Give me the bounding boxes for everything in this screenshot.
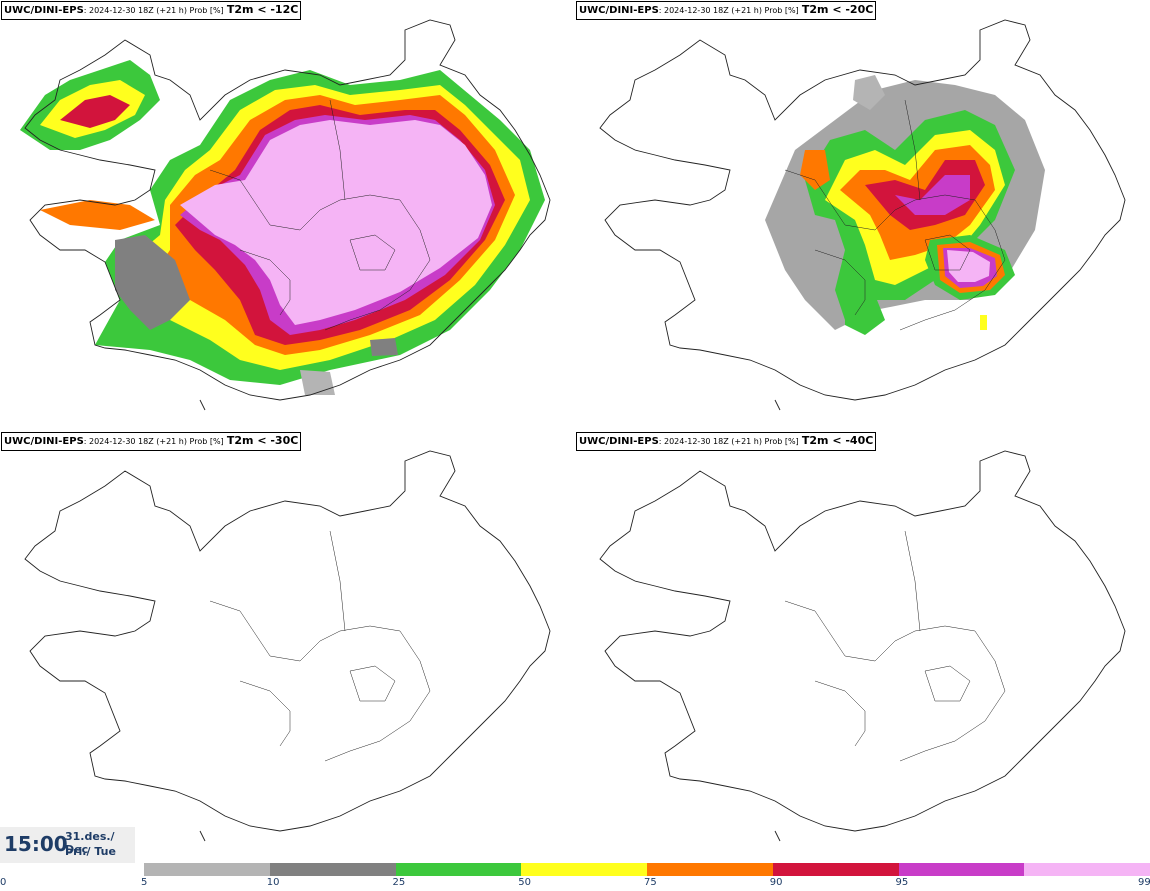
legend-tick: 90 [769, 877, 783, 888]
threshold-label: T2m < -20C [801, 3, 874, 16]
threshold-label: T2m < -40C [801, 434, 874, 447]
threshold-label: T2m < -12C [226, 3, 299, 16]
iceland-map-40c [599, 450, 1126, 842]
valid-time: 15:00 [4, 832, 68, 856]
panel-title: UWC/DINI-EPS: 2024-12-30 18Z (+21 h) Pro… [576, 432, 877, 451]
legend-tick: 95 [895, 877, 909, 888]
panel-title: UWC/DINI-EPS: 2024-12-30 18Z (+21 h) Pro… [1, 432, 302, 451]
model-name: UWC/DINI-EPS [579, 436, 659, 447]
legend-swatch-0 [144, 863, 270, 876]
legend-swatch-7 [1024, 863, 1150, 876]
legend-swatch-3 [521, 863, 647, 876]
legend-tick: 75 [644, 877, 657, 888]
legend-swatch-1 [269, 863, 396, 876]
legend-tick: 50 [518, 877, 531, 888]
valid-time-box: 15:00 31.des./ Dec Þri./ Tue [0, 827, 135, 863]
map-panel-40c: UWC/DINI-EPS: 2024-12-30 18Z (+21 h) Pro… [575, 431, 1150, 862]
map-panel-12c: UWC/DINI-EPS: 2024-12-30 18Z (+21 h) Pro… [0, 0, 575, 431]
model-name: UWC/DINI-EPS [4, 436, 84, 447]
legend-tick: 0 [0, 877, 7, 888]
model-name: UWC/DINI-EPS [579, 5, 659, 16]
iceland-map-30c [24, 450, 551, 842]
run-info: : 2024-12-30 18Z (+21 h) Prob [%] [83, 6, 224, 15]
run-info: : 2024-12-30 18Z (+21 h) Prob [%] [658, 6, 799, 15]
model-name: UWC/DINI-EPS [4, 5, 84, 16]
threshold-label: T2m < -30C [226, 434, 299, 447]
iceland-map-20c [599, 19, 1126, 411]
run-info: : 2024-12-30 18Z (+21 h) Prob [%] [83, 437, 224, 446]
map-panel-30c: UWC/DINI-EPS: 2024-12-30 18Z (+21 h) Pro… [0, 431, 575, 862]
panel-title: UWC/DINI-EPS: 2024-12-30 18Z (+21 h) Pro… [576, 1, 877, 20]
probability-legend: 0 5 10 25 50 75 90 95 99 [0, 860, 1150, 891]
iceland-map-12c [20, 19, 551, 411]
legend-swatch-2 [395, 863, 522, 876]
valid-date: 31.des./ Dec [65, 830, 115, 856]
legend-tick: 5 [141, 877, 148, 888]
legend-swatch-6 [898, 863, 1025, 876]
legend-tick: 99 [1138, 877, 1150, 888]
legend-tick: 10 [266, 877, 280, 888]
legend-swatch-4 [647, 863, 773, 876]
valid-weekday: Þri./ Tue [65, 845, 116, 858]
run-info: : 2024-12-30 18Z (+21 h) Prob [%] [658, 437, 799, 446]
map-panel-20c: UWC/DINI-EPS: 2024-12-30 18Z (+21 h) Pro… [575, 0, 1150, 431]
legend-tick: 25 [392, 877, 406, 888]
panel-title: UWC/DINI-EPS: 2024-12-30 18Z (+21 h) Pro… [1, 1, 302, 20]
legend-swatch-5 [772, 863, 899, 876]
